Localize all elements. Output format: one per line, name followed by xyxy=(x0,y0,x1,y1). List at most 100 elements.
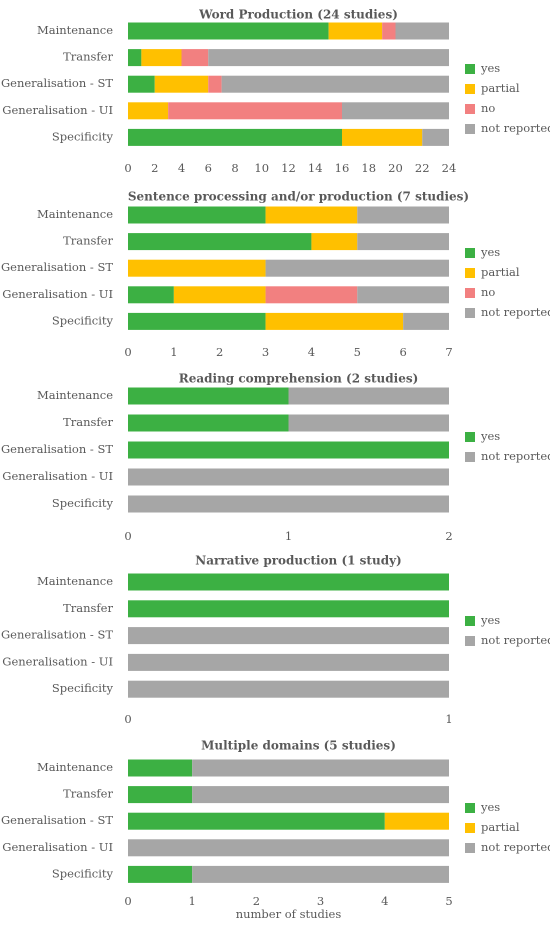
bar-segment xyxy=(181,49,209,67)
category-label: Transfer xyxy=(63,415,113,429)
category-label: Generalisation - ST xyxy=(1,813,113,827)
legend-label: not reported xyxy=(481,121,550,135)
legend-label: no xyxy=(481,285,495,299)
legend-swatch xyxy=(465,64,475,74)
chart-title: Reading comprehension (2 studies) xyxy=(179,372,419,386)
legend-swatch xyxy=(465,823,475,833)
bar-segment xyxy=(265,286,358,304)
x-tick-label: 5 xyxy=(445,894,452,908)
x-tick-label: 6 xyxy=(205,161,212,175)
bar-segment xyxy=(288,414,449,432)
category-label: Transfer xyxy=(63,787,113,801)
bar-segment xyxy=(192,759,449,777)
bar-segment xyxy=(342,102,449,120)
bar-segment xyxy=(128,627,449,645)
x-tick-label: 14 xyxy=(308,161,323,175)
bar-segment xyxy=(128,128,342,146)
x-tick-label: 2 xyxy=(253,894,260,908)
bar-segment xyxy=(422,128,449,146)
legend-swatch xyxy=(465,452,475,462)
category-label: Generalisation - UI xyxy=(2,469,113,483)
legend-swatch xyxy=(465,268,475,278)
legend-label: yes xyxy=(480,800,500,814)
bar-segment xyxy=(357,286,449,304)
legend-label: no xyxy=(481,101,495,115)
bar-segment xyxy=(173,286,266,304)
x-tick-label: 5 xyxy=(354,345,361,359)
bar-segment xyxy=(382,22,396,40)
legend-swatch xyxy=(465,248,475,258)
x-tick-label: 16 xyxy=(335,161,350,175)
category-label: Maintenance xyxy=(37,574,113,588)
bar-segment xyxy=(128,786,193,804)
x-tick-label: 1 xyxy=(170,345,177,359)
x-tick-label: 10 xyxy=(254,161,269,175)
bar-segment xyxy=(128,441,449,459)
category-label: Generalisation - ST xyxy=(1,628,113,642)
legend-swatch xyxy=(465,84,475,94)
chart-title: Multiple domains (5 studies) xyxy=(201,739,396,753)
legend-label: not reported xyxy=(481,840,550,854)
category-label: Specificity xyxy=(52,129,114,143)
bar-segment xyxy=(128,49,142,67)
bar-segment xyxy=(141,49,182,67)
category-label: Generalisation - ST xyxy=(1,76,113,90)
x-tick-label: 22 xyxy=(415,161,430,175)
bar-segment xyxy=(128,286,174,304)
x-tick-label: 7 xyxy=(445,345,452,359)
category-label: Generalisation - ST xyxy=(1,260,113,274)
bar-segment xyxy=(265,206,358,224)
category-label: Generalisation - ST xyxy=(1,442,113,456)
bar-segment xyxy=(357,206,449,224)
x-tick-label: 1 xyxy=(445,712,452,726)
x-tick-label: 4 xyxy=(381,894,388,908)
bar-segment xyxy=(128,75,155,93)
legend-label: partial xyxy=(481,265,520,279)
legend-swatch xyxy=(465,616,475,626)
legend-swatch xyxy=(465,636,475,646)
bar-segment xyxy=(328,22,383,40)
bar-segment xyxy=(128,233,312,251)
bar-segment xyxy=(342,128,423,146)
x-tick-label: 3 xyxy=(262,345,269,359)
bar-segment xyxy=(128,387,289,405)
bar-segment xyxy=(265,312,404,330)
category-label: Generalisation - UI xyxy=(2,287,113,301)
chart-title: Sentence processing and/or production (7… xyxy=(128,190,469,204)
category-label: Specificity xyxy=(52,313,114,327)
legend-swatch xyxy=(465,308,475,318)
x-tick-label: 4 xyxy=(178,161,185,175)
x-tick-label: 2 xyxy=(445,529,452,543)
category-label: Specificity xyxy=(52,496,114,510)
bar-segment xyxy=(128,573,449,591)
x-tick-label: 18 xyxy=(361,161,376,175)
category-label: Generalisation - UI xyxy=(2,840,113,854)
bar-segment xyxy=(154,75,209,93)
category-label: Specificity xyxy=(52,681,114,695)
chart-title: Word Production (24 studies) xyxy=(198,8,398,22)
bar-segment xyxy=(128,759,193,777)
legend-label: not reported xyxy=(481,633,550,647)
bar-segment xyxy=(192,865,449,883)
bar-segment xyxy=(128,812,385,830)
x-tick-label: 0 xyxy=(124,529,131,543)
x-tick-label: 0 xyxy=(124,345,131,359)
category-label: Specificity xyxy=(52,866,114,880)
bar-segment xyxy=(128,495,449,513)
bar-segment xyxy=(288,387,449,405)
legend-label: yes xyxy=(480,61,500,75)
legend-swatch xyxy=(465,104,475,114)
category-label: Maintenance xyxy=(37,23,113,37)
x-tick-label: 1 xyxy=(189,894,196,908)
bar-segment xyxy=(221,75,449,93)
bar-segment xyxy=(128,653,449,671)
x-axis-title: number of studies xyxy=(236,907,342,921)
bar-segment xyxy=(128,468,449,486)
x-tick-label: 2 xyxy=(216,345,223,359)
legend-label: yes xyxy=(480,245,500,259)
x-tick-label: 6 xyxy=(399,345,406,359)
category-label: Transfer xyxy=(63,601,113,615)
legend-label: partial xyxy=(481,81,520,95)
